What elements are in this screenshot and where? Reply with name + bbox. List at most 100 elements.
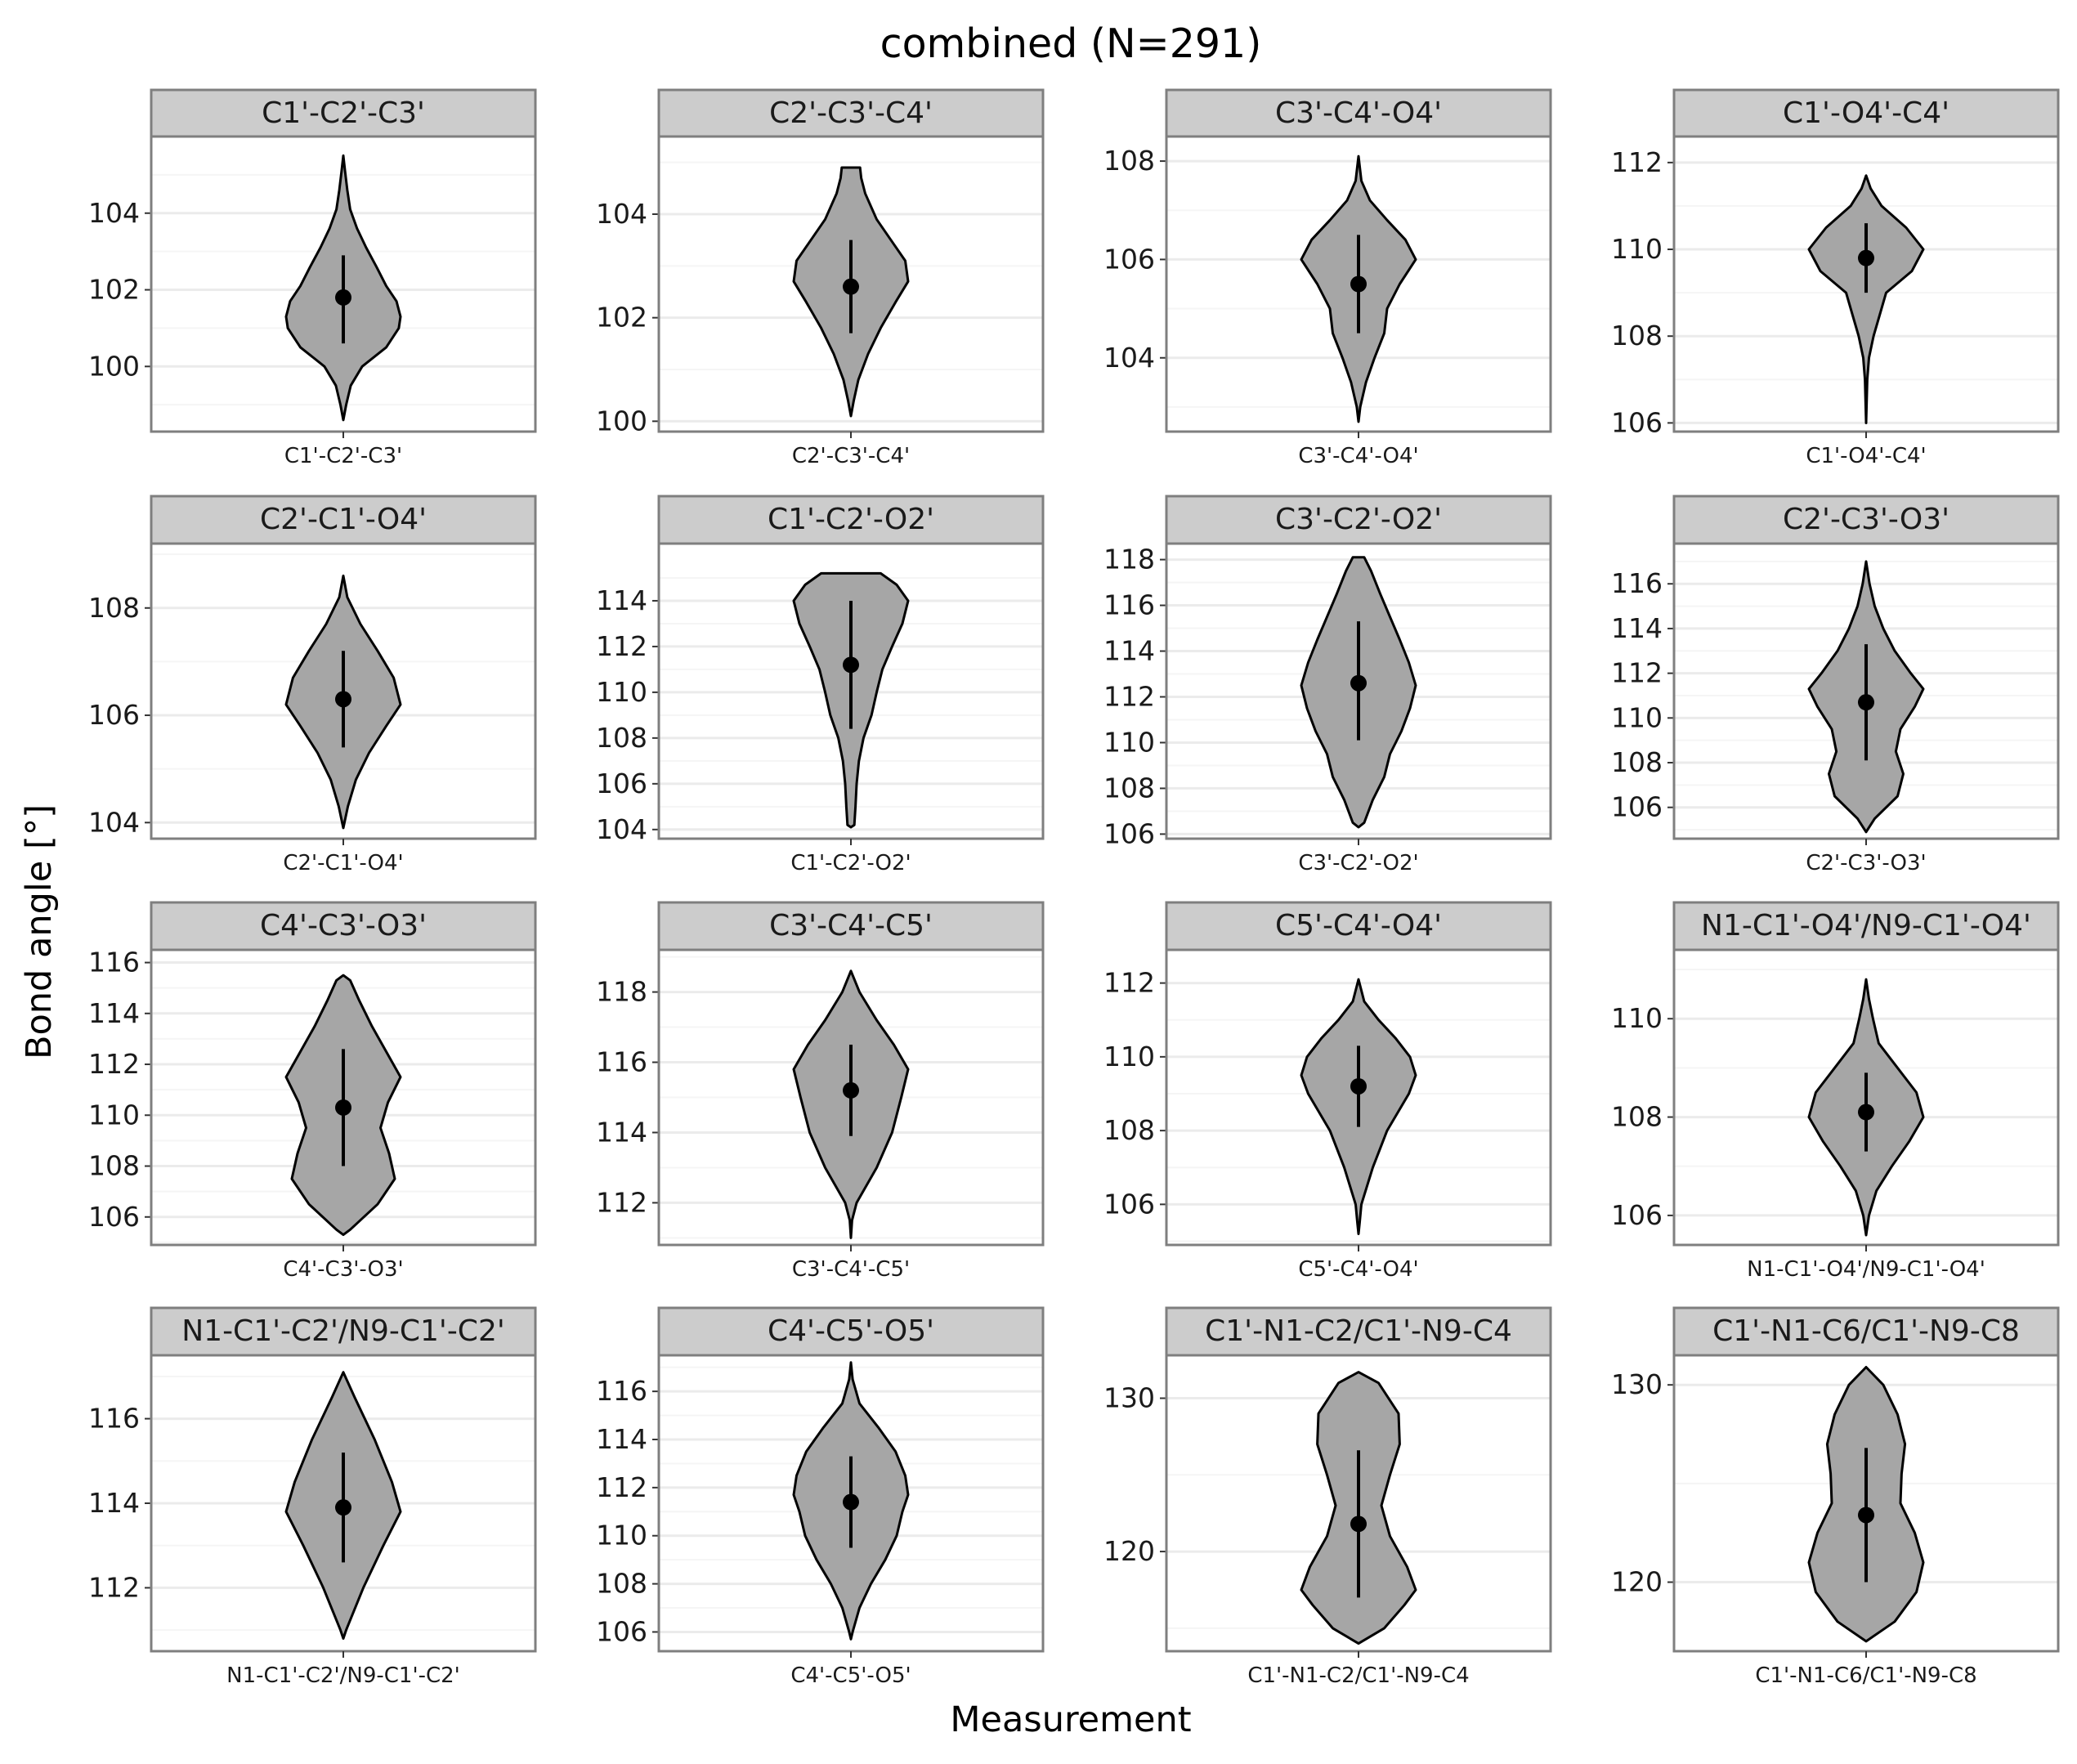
facet-panel: 104 106 108 110 112 114 C1'-C2'-O2' C1'-C2'-O2' <box>596 495 1045 875</box>
y-tick-label: 108 <box>1103 772 1155 804</box>
facet-strip-label: C3'-C2'-O2' <box>1275 503 1442 536</box>
y-tick-label: 116 <box>1611 567 1663 599</box>
y-tick-label: 118 <box>596 976 647 1008</box>
facet-strip <box>657 1306 1045 1357</box>
y-tick-label: 114 <box>596 1423 647 1455</box>
y-tick-label: 112 <box>1611 146 1663 178</box>
facet-strip-label: C1'-C2'-O2' <box>768 503 934 536</box>
facet-strip-label: N1-C1'-O4'/N9-C1'-O4' <box>1701 909 2031 942</box>
y-axis-title: Bond angle [°] <box>19 804 60 1059</box>
facet-strip <box>150 1306 537 1357</box>
facet-panel: 100 102 104 C1'-C2'-C3' C1'-C2'-C3' <box>88 88 537 468</box>
y-tick-label: 114 <box>1103 635 1155 667</box>
y-tick-label: 108 <box>1611 746 1663 778</box>
facet-strip-label: C3'-C4'-O4' <box>1275 96 1442 130</box>
facet-strip-label: C1'-N1-C6/C1'-N9-C8 <box>1712 1314 2020 1348</box>
facet-strip <box>1165 1306 1552 1357</box>
y-tick-label: 120 <box>1103 1535 1155 1567</box>
facet-strip <box>657 495 1045 545</box>
y-tick-label: 110 <box>1611 701 1663 733</box>
facet-panel: 120 130 C1'-N1-C6/C1'-N9-C8 C1'-N1-C6/C1'-N… <box>1611 1306 2060 1688</box>
facet-strip-label: C1'-N1-C2/C1'-N9-C4 <box>1205 1314 1512 1348</box>
y-tick-label: 104 <box>596 198 647 230</box>
x-tick-label: C3'-C4'-C5' <box>792 1257 910 1282</box>
facet-panel: 106 108 110 112 114 116 C2'-C3'-O3' C2'-C3'-O3' <box>1611 495 2060 875</box>
mean-point <box>1350 674 1367 692</box>
x-axis-title: Measurement <box>950 1699 1191 1740</box>
y-tick-label: 112 <box>88 1571 140 1603</box>
y-tick-label: 130 <box>1611 1368 1663 1400</box>
facet-strip-label: C2'-C3'-C4' <box>769 96 933 130</box>
facet-strip-label: C1'-O4'-C4' <box>1783 96 1949 130</box>
x-tick-label: C2'-C1'-O4' <box>283 851 403 875</box>
facet-strip <box>1672 1306 2060 1357</box>
facet-panel: 104 106 108 C3'-C4'-O4' C3'-C4'-O4' <box>1103 88 1552 468</box>
x-tick-label: C5'-C4'-O4' <box>1298 1257 1418 1282</box>
facet-panel: 112 114 116 N1-C1'-C2'/N9-C1'-C2' N1-C1'-C2'… <box>88 1306 537 1688</box>
y-tick-label: 108 <box>1611 320 1663 351</box>
y-tick-label: 110 <box>1611 1002 1663 1034</box>
y-tick-label: 114 <box>1611 612 1663 644</box>
facet-strip-label: C1'-C2'-C3' <box>262 96 425 130</box>
violin-shape <box>1807 174 1925 424</box>
y-tick-label: 102 <box>88 274 140 306</box>
y-tick-label: 110 <box>88 1099 140 1130</box>
y-tick-label: 110 <box>1103 1041 1155 1072</box>
facet-strip <box>150 901 537 951</box>
mean-point <box>1350 1077 1367 1095</box>
mean-point <box>1350 275 1367 293</box>
facet-strip-label: C2'-C3'-O3' <box>1783 503 1949 536</box>
facet-strip <box>150 88 537 138</box>
facet-strip <box>657 88 1045 138</box>
y-tick-label: 114 <box>596 584 647 616</box>
y-tick-label: 106 <box>1103 243 1155 275</box>
y-tick-label: 112 <box>1103 967 1155 999</box>
y-tick-label: 106 <box>596 768 647 799</box>
mean-point <box>335 691 351 708</box>
facet-strip-label: C4'-C3'-O3' <box>260 909 427 942</box>
y-tick-label: 108 <box>596 1568 647 1600</box>
facet-strip <box>1672 901 2060 951</box>
mean-point <box>335 1099 351 1116</box>
y-tick-label: 106 <box>1103 1188 1155 1220</box>
facet-strip-label: N1-C1'-C2'/N9-C1'-C2' <box>181 1314 505 1348</box>
facet-strip <box>1165 88 1552 138</box>
facet-strip <box>1672 88 2060 138</box>
mean-point <box>843 656 859 674</box>
x-tick-label: C4'-C5'-O5' <box>790 1663 911 1688</box>
y-tick-label: 114 <box>88 997 140 1029</box>
y-tick-label: 108 <box>1103 145 1155 177</box>
y-tick-label: 106 <box>88 1201 140 1233</box>
x-tick-label: C1'-C2'-C3' <box>284 444 402 468</box>
facet-strip-label: C4'-C5'-O5' <box>768 1314 934 1348</box>
y-tick-label: 108 <box>596 722 647 754</box>
y-tick-label: 114 <box>596 1116 647 1148</box>
facet-strip <box>1672 495 2060 545</box>
y-tick-label: 104 <box>596 813 647 845</box>
y-tick-label: 106 <box>1611 406 1663 438</box>
facet-panel: 106 108 110 N1-C1'-O4'/N9-C1'-O4' N1-C1'-O4'… <box>1611 901 2060 1282</box>
x-tick-label: C3'-C4'-O4' <box>1298 444 1418 468</box>
mean-point <box>1858 249 1874 266</box>
y-tick-label: 104 <box>88 806 140 838</box>
x-tick-label: C2'-C3'-O3' <box>1806 851 1926 875</box>
y-tick-label: 104 <box>88 197 140 229</box>
y-tick-label: 130 <box>1103 1382 1155 1414</box>
x-tick-label: C1'-N1-C6/C1'-N9-C8 <box>1755 1663 1976 1688</box>
y-tick-label: 112 <box>596 630 647 662</box>
y-tick-label: 112 <box>1611 657 1663 689</box>
y-tick-label: 106 <box>1611 1199 1663 1231</box>
y-tick-label: 100 <box>88 350 140 382</box>
facet-panel: 106 108 110 112 114 116 118 C3'-C2'-O2' C3'-C2'-… <box>1103 495 1552 875</box>
x-tick-label: C3'-C2'-O2' <box>1298 851 1418 875</box>
y-tick-label: 116 <box>596 1375 647 1407</box>
y-tick-label: 116 <box>88 947 140 978</box>
facet-strip-label: C5'-C4'-O4' <box>1275 909 1442 942</box>
mean-point <box>1858 1104 1874 1121</box>
x-tick-label: N1-C1'-O4'/N9-C1'-O4' <box>1747 1257 1985 1282</box>
y-tick-label: 106 <box>596 1615 647 1647</box>
facet-panel: 106 108 110 112 114 116 C4'-C3'-O3' C4'-C3'-O3' <box>88 901 537 1282</box>
y-tick-label: 108 <box>1611 1101 1663 1133</box>
y-tick-label: 110 <box>596 676 647 708</box>
mean-point <box>843 1081 859 1099</box>
